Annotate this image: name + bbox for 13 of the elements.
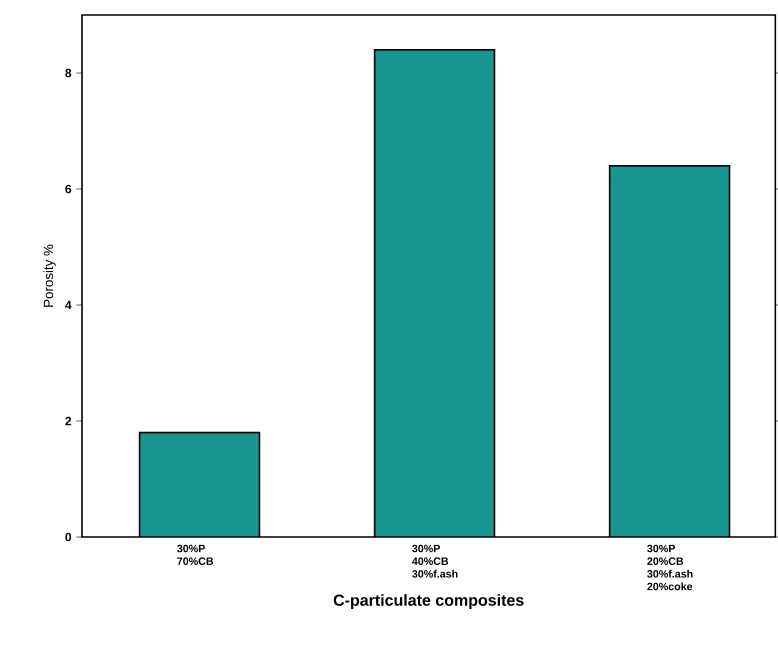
bar bbox=[374, 49, 496, 537]
x-axis-title: C-particulate composites bbox=[334, 594, 524, 610]
y-tick-label: 2 bbox=[65, 416, 72, 426]
y-tick-label: 6 bbox=[65, 184, 72, 194]
y-tick-label: 8 bbox=[65, 68, 72, 78]
bar bbox=[138, 432, 260, 537]
y-axis-title: Porosity % bbox=[43, 244, 56, 307]
y-tick-label: 4 bbox=[65, 300, 72, 310]
bar bbox=[608, 165, 730, 537]
x-tick-label: 30%P 70%CB bbox=[177, 544, 214, 565]
y-tick-label: 0 bbox=[65, 532, 72, 542]
x-tick-label: 30%P 20%CB 30%f.ash 20%coke bbox=[647, 544, 692, 590]
x-tick-label: 30%P 40%CB 30%f.ash bbox=[412, 544, 458, 578]
